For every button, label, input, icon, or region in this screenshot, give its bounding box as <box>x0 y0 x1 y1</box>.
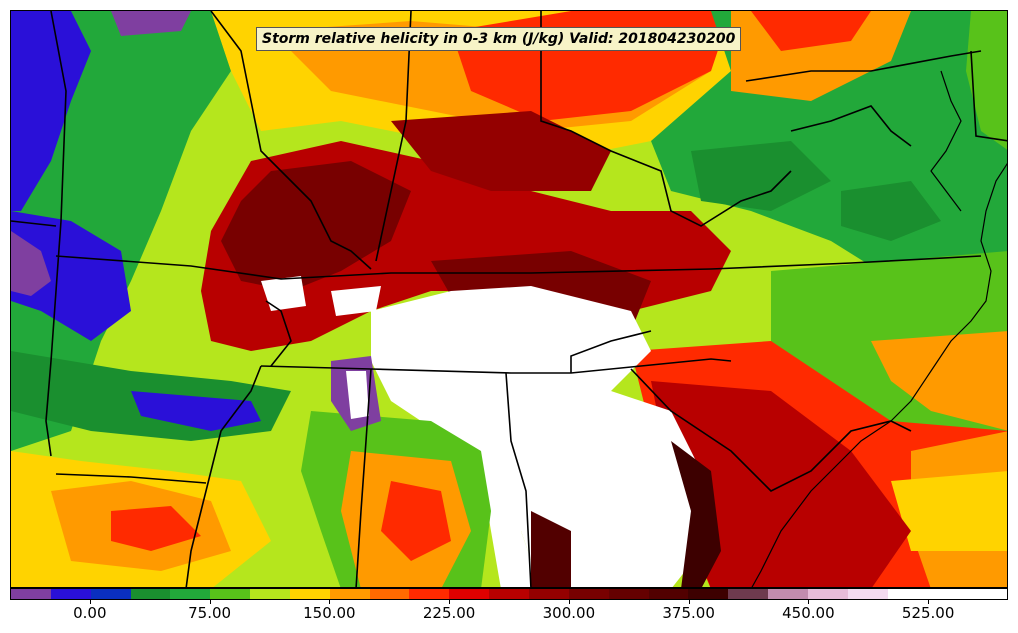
coastline <box>751 70 1007 587</box>
colorbar-tick-label: 450.00 <box>782 604 835 622</box>
field-maroon-south <box>531 511 571 587</box>
field-blue-w <box>11 211 131 341</box>
border-de <box>970 50 1007 142</box>
field-yellow-se <box>891 471 1007 551</box>
colorbar-tick-label: 225.00 <box>422 604 476 622</box>
colorbar-tick-label: 75.00 <box>188 604 232 622</box>
map-title: Storm relative helicity in 0-3 km (J/kg)… <box>256 27 742 51</box>
colorbar-segment <box>688 589 729 599</box>
field-purple-w <box>11 231 51 296</box>
colorbar-tick-mark <box>928 600 930 604</box>
border-w <box>45 11 67 457</box>
field-maroon-se <box>671 441 721 587</box>
colorbar-tick-mark <box>449 600 451 604</box>
field-purple-nw <box>111 11 191 36</box>
colorbar-segment <box>847 589 888 599</box>
border-ky-w <box>265 300 292 367</box>
colorbar-segment <box>250 589 290 599</box>
border-ms-al <box>355 368 372 587</box>
colorbar-segment <box>967 589 1007 599</box>
colorbar-tick-label: 150.00 <box>303 604 356 622</box>
colorbar-tick-label: 0.00 <box>73 604 107 622</box>
field-dgreen-e <box>841 181 941 241</box>
colorbar-segment <box>409 589 450 599</box>
field-white-w1 <box>261 276 306 311</box>
field-red-s <box>381 481 451 561</box>
colorbar-segment <box>210 589 251 599</box>
field-blue-nw <box>11 11 91 211</box>
colorbar-tick-mark <box>568 600 570 604</box>
colorbar-segment <box>329 589 370 599</box>
colorbar-segment <box>170 589 211 599</box>
border-sw <box>55 473 207 484</box>
border-il-in <box>375 11 412 262</box>
border-al-ga <box>505 372 532 587</box>
colorbar-segment <box>50 589 91 599</box>
border-pa <box>745 50 982 82</box>
colorbar-tick-mark <box>209 600 211 604</box>
colorbar-segment <box>887 589 928 599</box>
state-borders <box>11 11 1007 587</box>
colorbar-segment <box>11 589 51 599</box>
border-w2 <box>11 220 57 227</box>
coast-se <box>751 420 892 587</box>
colorbar-segment <box>608 589 649 599</box>
colorbar-tick-label: 375.00 <box>662 604 715 622</box>
helicity-field-map <box>11 11 1007 587</box>
field-maroon-core <box>221 161 411 291</box>
colorbar-segment <box>728 589 769 599</box>
border-ms-river-s <box>185 365 262 587</box>
coast-east <box>890 162 1007 422</box>
border-wv <box>790 105 912 147</box>
border-sc <box>630 368 912 492</box>
colorbar-tick-label: 525.00 <box>901 604 955 622</box>
field-lgreen-ne <box>966 11 1007 150</box>
field-white-w2 <box>331 286 381 316</box>
colorbar-segment <box>90 589 131 599</box>
field-darkred-n <box>391 111 611 191</box>
colorbar-segment <box>927 589 968 599</box>
colorbar-segment <box>528 589 569 599</box>
colorbar-segment <box>768 589 808 599</box>
border-oh-ky <box>540 11 792 227</box>
colorbar-segment <box>289 589 330 599</box>
colorbar-tick-mark <box>329 600 331 604</box>
colorbar-tick-mark <box>89 600 91 604</box>
colorbar-tick-mark <box>808 600 810 604</box>
border-lat1 <box>55 255 982 280</box>
field-dgreen-ne <box>691 141 831 211</box>
chesapeake <box>930 70 962 212</box>
border-mississippi-n <box>210 11 372 270</box>
field-white-c <box>346 371 369 419</box>
field-red-ne <box>751 11 871 51</box>
colorbar-segment <box>489 589 529 599</box>
field-orange-e <box>871 331 1007 431</box>
border-nc-tn <box>570 330 652 373</box>
colorbar-segment <box>648 589 689 599</box>
colorbar-segment <box>568 589 609 599</box>
colorbar-segment <box>369 589 410 599</box>
field-red-sw <box>111 506 201 551</box>
colorbar-segment <box>807 589 848 599</box>
map-panel: Storm relative helicity in 0-3 km (J/kg)… <box>10 10 1008 588</box>
colorbar-tick-mark <box>688 600 690 604</box>
colorbar-segment <box>449 589 490 599</box>
field-green-west <box>11 11 231 451</box>
colorbar-ticks: 0.00 75.00 150.00 225.00 300.00 375.00 450.00 5… <box>10 600 1008 628</box>
colorbar-segment <box>130 589 171 599</box>
colorbar-tick-label: 300.00 <box>542 604 596 622</box>
colorbar <box>10 588 1008 600</box>
